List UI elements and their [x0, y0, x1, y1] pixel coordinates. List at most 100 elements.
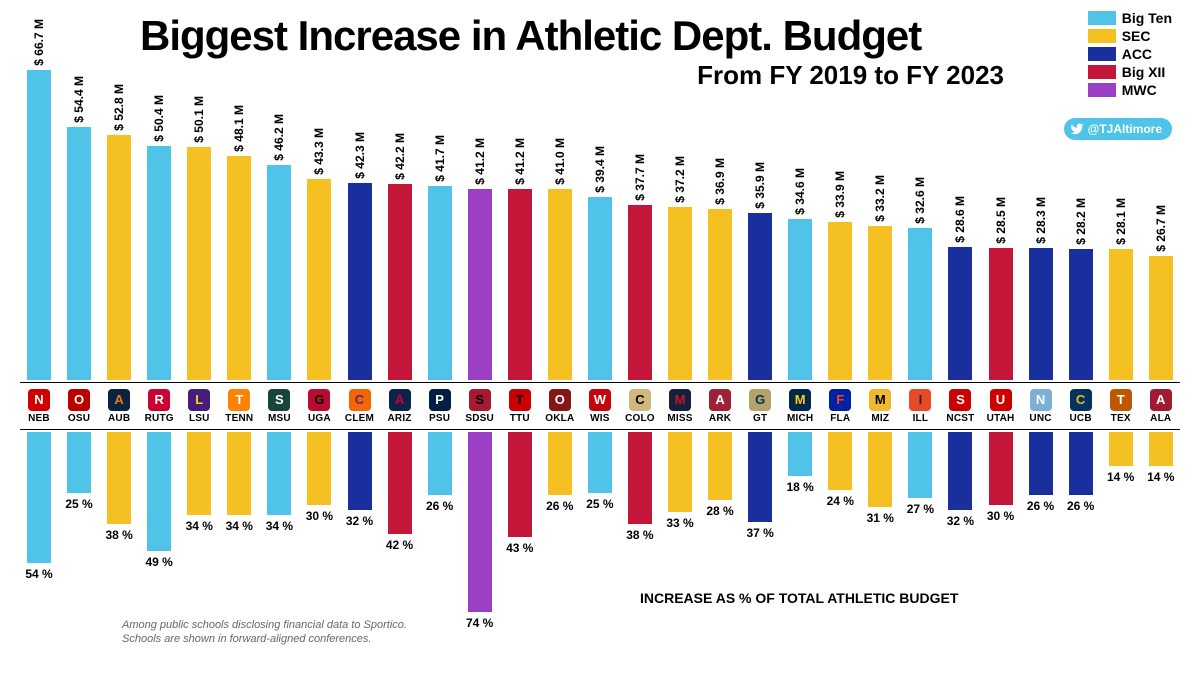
top-bar-col: $ 50.4 M	[140, 95, 178, 380]
top-bar-value-label: $ 42.2 M	[393, 133, 407, 180]
logo-cell: AARIZ	[381, 389, 419, 424]
bottom-bar-col: 54 %	[20, 432, 58, 581]
bottom-bar	[348, 432, 372, 510]
team-logo-icon: N	[28, 389, 50, 411]
team-abbr: NEB	[28, 413, 50, 424]
team-abbr: ARK	[709, 413, 731, 424]
top-bar	[1109, 249, 1133, 380]
logo-cell: CCLEM	[341, 389, 379, 424]
team-abbr: UGA	[308, 413, 331, 424]
bottom-bar-col: 27 %	[901, 432, 939, 516]
bottom-bar-col: 32 %	[941, 432, 979, 528]
logo-cell: N NEB	[20, 389, 58, 424]
bottom-bar-col: 30 %	[300, 432, 338, 523]
top-bar	[428, 186, 452, 380]
team-logo-icon: A	[1150, 389, 1172, 411]
pct-caption: INCREASE AS % OF TOTAL ATHLETIC BUDGET	[640, 590, 958, 606]
team-abbr: UCB	[1069, 413, 1091, 424]
team-logo-icon: O	[549, 389, 571, 411]
bottom-bar-value-label: 31 %	[867, 511, 894, 525]
team-logo-icon: U	[990, 389, 1012, 411]
team-logo-icon: A	[108, 389, 130, 411]
team-abbr: ILL	[913, 413, 929, 424]
top-bar	[1069, 249, 1093, 380]
top-bar-value-label: $ 41.0 M	[553, 138, 567, 185]
logo-cell: O OKLA	[541, 389, 579, 424]
team-logo-icon: M	[869, 389, 891, 411]
bottom-bar-value-label: 30 %	[306, 509, 333, 523]
bottom-bar-col: 32 %	[341, 432, 379, 528]
top-bar-value-label: $ 32.6 M	[913, 177, 927, 224]
top-bar-col: $ 34.6 M	[781, 168, 819, 380]
team-abbr: UNC	[1029, 413, 1051, 424]
logo-cell: FFLA	[821, 389, 859, 424]
team-abbr: WIS	[590, 413, 610, 424]
team-abbr: TENN	[225, 413, 253, 424]
top-bar-col: $ 41.0 M	[541, 138, 579, 380]
logo-cell: PPSU	[421, 389, 459, 424]
bottom-bar	[147, 432, 171, 551]
top-bar	[788, 219, 812, 380]
footnote-line-1: Among public schools disclosing financia…	[122, 618, 407, 632]
top-bar	[107, 135, 131, 380]
top-bar	[27, 70, 51, 380]
top-bar	[868, 226, 892, 380]
bottom-bar-value-label: 24 %	[827, 494, 854, 508]
team-logo-icon: L	[188, 389, 210, 411]
bottom-bar-col: 74 %	[461, 432, 499, 630]
team-logo-icon: C	[629, 389, 651, 411]
top-bar	[267, 165, 291, 380]
top-bar-value-label: $ 37.7 M	[633, 154, 647, 201]
bottom-bar-value-label: 32 %	[947, 514, 974, 528]
top-bar-value-label: $ 50.4 M	[152, 95, 166, 142]
top-bar-col: $ 39.4 M	[581, 146, 619, 380]
team-abbr: MICH	[787, 413, 813, 424]
top-bar-col: $ 41.7 M	[421, 135, 459, 380]
bottom-bar-col: 34 %	[180, 432, 218, 533]
team-abbr: OKLA	[545, 413, 574, 424]
bottom-bar	[668, 432, 692, 512]
bottom-bar-col: 24 %	[821, 432, 859, 508]
bottom-bar	[27, 432, 51, 563]
team-abbr: ARIZ	[387, 413, 411, 424]
top-bar-area: $ 66.7 M$ 54.4 M$ 52.8 M$ 50.4 M$ 50.1 M…	[20, 50, 1180, 380]
bottom-bar-value-label: 54 %	[25, 567, 52, 581]
top-bar-col: $ 33.9 M	[821, 171, 859, 380]
bottom-bar-value-label: 26 %	[1067, 499, 1094, 513]
bottom-bar-value-label: 25 %	[586, 497, 613, 511]
top-bar-value-label: $ 41.2 M	[513, 138, 527, 185]
logo-cell: MMISS	[661, 389, 699, 424]
top-bar-col: $ 32.6 M	[901, 177, 939, 380]
bottom-bar	[828, 432, 852, 490]
bottom-bar	[908, 432, 932, 498]
top-bar-value-label: $ 28.3 M	[1034, 197, 1048, 244]
top-bar	[828, 222, 852, 380]
bottom-bar-col: 38 %	[621, 432, 659, 542]
bottom-bar-col: 49 %	[140, 432, 178, 569]
top-bar-col: $ 33.2 M	[861, 175, 899, 380]
team-abbr: MISS	[667, 413, 692, 424]
logo-cell: OOSU	[60, 389, 98, 424]
top-bar-col: $ 36.9 M	[701, 158, 739, 380]
bottom-bar-value-label: 14 %	[1107, 470, 1134, 484]
logo-cell: NUNC	[1022, 389, 1060, 424]
bottom-bar	[267, 432, 291, 515]
logo-cell: WWIS	[581, 389, 619, 424]
top-bar	[548, 189, 572, 380]
bottom-bar-area: 54 %25 %38 %49 %34 %34 %34 %30 %32 %42 %…	[20, 432, 1180, 632]
team-abbr: OSU	[68, 413, 90, 424]
legend-row: Big Ten	[1088, 10, 1172, 26]
logo-cell: GGT	[741, 389, 779, 424]
top-bar	[989, 248, 1013, 380]
top-bar-col: $ 42.2 M	[381, 133, 419, 380]
bottom-bar-value-label: 43 %	[506, 541, 533, 555]
top-bar-col: $ 37.7 M	[621, 154, 659, 380]
top-bar	[307, 179, 331, 380]
bottom-bar-value-label: 33 %	[666, 516, 693, 530]
bottom-bar-value-label: 25 %	[65, 497, 92, 511]
team-logo-icon: T	[509, 389, 531, 411]
top-bar	[227, 156, 251, 380]
bottom-bar	[788, 432, 812, 476]
bottom-bar	[1069, 432, 1093, 495]
team-logo-icon: C	[349, 389, 371, 411]
